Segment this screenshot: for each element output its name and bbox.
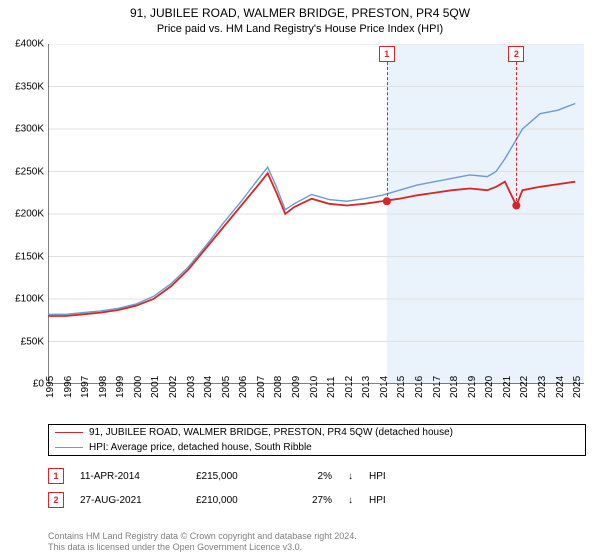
x-axis-tick: 2002 — [168, 376, 179, 398]
x-axis-tick: 2001 — [150, 376, 161, 398]
x-axis-tick: 2015 — [396, 376, 407, 398]
x-axis-tick: 2011 — [326, 376, 337, 398]
x-axis-tick: 2013 — [361, 376, 372, 398]
marker-line — [387, 62, 388, 201]
x-axis-tick: 2003 — [186, 376, 197, 398]
y-axis-tick: £50K — [21, 336, 44, 347]
y-axis-tick: £200K — [15, 209, 44, 220]
y-axis-tick: £350K — [15, 81, 44, 92]
y-axis-tick: £100K — [15, 294, 44, 305]
y-axis-tick: £400K — [15, 39, 44, 50]
marker-flag: 1 — [379, 46, 395, 62]
x-axis-tick: 1998 — [98, 376, 109, 398]
x-axis-tick: 2007 — [256, 376, 267, 398]
chart-subtitle: Price paid vs. HM Land Registry's House … — [0, 20, 600, 35]
x-axis-tick: 2024 — [555, 376, 566, 398]
x-axis-tick: 2000 — [133, 376, 144, 398]
transaction-row: 1 11-APR-2014 £215,000 2% ↓ HPI — [48, 464, 584, 488]
x-axis-tick: 2020 — [484, 376, 495, 398]
transaction-marker-icon: 1 — [48, 468, 64, 484]
transactions-table: 1 11-APR-2014 £215,000 2% ↓ HPI 2 27-AUG… — [48, 464, 584, 512]
marker-flag: 2 — [508, 46, 524, 62]
legend-item-hpi: HPI: Average price, detached house, Sout… — [49, 440, 585, 455]
down-arrow-icon: ↓ — [348, 495, 353, 506]
legend-item-price: 91, JUBILEE ROAD, WALMER BRIDGE, PRESTON… — [49, 425, 585, 440]
transaction-change: 27% — [292, 495, 332, 506]
legend-swatch — [55, 432, 83, 433]
x-axis-tick: 2018 — [449, 376, 460, 398]
x-axis-tick: 1996 — [63, 376, 74, 398]
transaction-row: 2 27-AUG-2021 £210,000 27% ↓ HPI — [48, 488, 584, 512]
x-axis-tick: 2023 — [537, 376, 548, 398]
transaction-date: 27-AUG-2021 — [80, 495, 180, 506]
y-axis-tick: £300K — [15, 124, 44, 135]
x-axis-tick: 2022 — [519, 376, 530, 398]
chart-plot — [48, 44, 584, 384]
x-axis-tick: 2010 — [309, 376, 320, 398]
marker-line — [516, 62, 517, 206]
y-axis-tick: £0 — [33, 379, 44, 390]
down-arrow-icon: ↓ — [348, 471, 353, 482]
x-axis-tick: 2019 — [467, 376, 478, 398]
x-axis-tick: 1995 — [45, 376, 56, 398]
x-axis-tick: 2009 — [291, 376, 302, 398]
chart-title: 91, JUBILEE ROAD, WALMER BRIDGE, PRESTON… — [0, 0, 600, 20]
x-axis-tick: 2021 — [502, 376, 513, 398]
transaction-price: £210,000 — [196, 495, 276, 506]
x-axis-tick: 2004 — [203, 376, 214, 398]
x-axis-tick: 2005 — [221, 376, 232, 398]
y-axis-tick: £150K — [15, 251, 44, 262]
x-axis-tick: 2006 — [238, 376, 249, 398]
legend: 91, JUBILEE ROAD, WALMER BRIDGE, PRESTON… — [48, 424, 586, 456]
legend-swatch — [55, 447, 83, 448]
legend-label: 91, JUBILEE ROAD, WALMER BRIDGE, PRESTON… — [89, 427, 453, 438]
transaction-vs: HPI — [369, 495, 386, 506]
legend-label: HPI: Average price, detached house, Sout… — [89, 442, 312, 453]
y-axis-tick: £250K — [15, 166, 44, 177]
transaction-date: 11-APR-2014 — [80, 471, 180, 482]
transaction-marker-icon: 2 — [48, 492, 64, 508]
x-axis-tick: 2014 — [379, 376, 390, 398]
transaction-price: £215,000 — [196, 471, 276, 482]
x-axis-tick: 1999 — [115, 376, 126, 398]
x-axis-tick: 2008 — [273, 376, 284, 398]
chart-area: £0£50K£100K£150K£200K£250K£300K£350K£400… — [48, 44, 584, 384]
x-axis-tick: 2012 — [344, 376, 355, 398]
transaction-change: 2% — [292, 471, 332, 482]
x-axis-tick: 2016 — [414, 376, 425, 398]
transaction-vs: HPI — [369, 471, 386, 482]
x-axis-tick: 1997 — [80, 376, 91, 398]
x-axis-tick: 2017 — [432, 376, 443, 398]
footer-attribution: Contains HM Land Registry data © Crown c… — [48, 531, 357, 554]
x-axis-tick: 2025 — [572, 376, 583, 398]
